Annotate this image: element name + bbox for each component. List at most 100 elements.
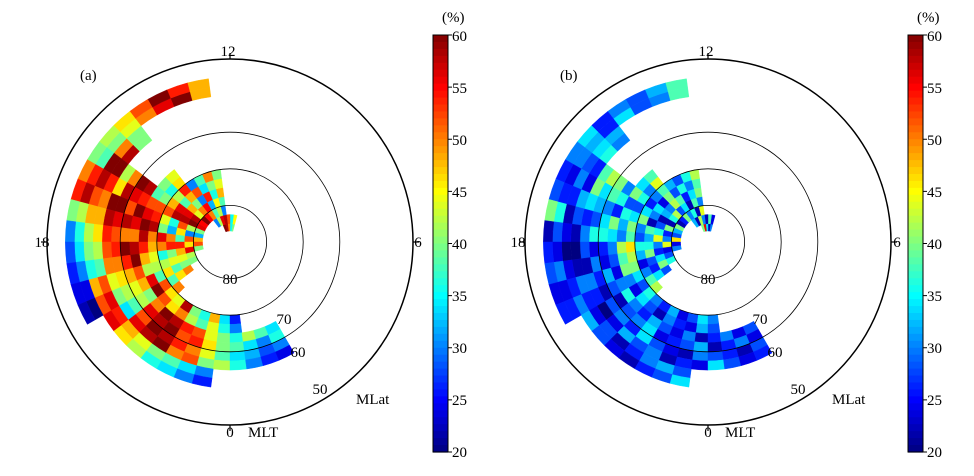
heatmap-cell (147, 231, 158, 243)
heatmap-cell (229, 350, 246, 362)
colorbar-segment (433, 285, 448, 293)
colorbar-segment (433, 201, 448, 210)
colorbar-segment (908, 354, 923, 363)
heatmap-cell (165, 241, 176, 251)
panel-b: (b) 12 6 0 18 80 70 60 50 MLat MLT (%) 6… (511, 10, 943, 461)
mlt-tick-label: 18 (35, 235, 50, 251)
colorbar-tick-label: 35 (927, 289, 942, 305)
heatmap-cell (597, 241, 609, 257)
mlt-tick-label: 6 (893, 235, 901, 251)
colorbar-segment (433, 396, 448, 404)
colorbar-segment (908, 285, 923, 293)
heatmap-cell (219, 314, 231, 325)
mlt-tick-marks (519, 53, 897, 431)
colorbar-segment (433, 215, 448, 224)
colorbar-tick-label: 25 (927, 393, 942, 409)
colorbar-segment (433, 194, 448, 203)
colorbar-segment (908, 62, 923, 71)
colorbar-segment (433, 76, 448, 85)
heatmap-cell (652, 234, 663, 243)
mlat-axis-label: MLat (356, 392, 390, 408)
heatmap-cell (616, 229, 627, 243)
heatmap-cell (156, 232, 167, 243)
colorbar-segment (433, 62, 448, 71)
heatmap-cell (616, 241, 627, 255)
colorbar-segment (433, 208, 448, 217)
colorbar-segment (433, 382, 448, 391)
colorbar-segment (908, 153, 923, 161)
heatmap-cell (625, 241, 636, 253)
colorbar-segment (908, 333, 923, 342)
panel-label: (b) (560, 68, 578, 84)
colorbar-segment (433, 69, 448, 78)
heatmap-cell (129, 228, 140, 243)
colorbar-segment (433, 229, 448, 238)
colorbar-segment (908, 368, 923, 377)
colorbar-segment (433, 222, 448, 231)
mlat-tick-label: 50 (791, 382, 806, 398)
colorbar-segment (433, 299, 448, 307)
heatmap-cell (634, 241, 645, 252)
heatmap-cell (215, 341, 231, 353)
colorbar-segment (908, 83, 923, 92)
heatmap-cell (579, 225, 591, 243)
mlat-tick-label: 80 (223, 272, 238, 288)
colorbar-tick-label: 55 (452, 81, 467, 97)
colorbar-segment (433, 167, 448, 175)
heatmap-cell (707, 359, 725, 371)
colorbar-segment (908, 306, 923, 314)
colorbar-segment (908, 250, 923, 258)
heatmap-cell (543, 241, 555, 264)
colorbar-segment (908, 389, 923, 397)
heatmap-cell (74, 241, 86, 263)
heatmap-cell (110, 241, 122, 258)
colorbar-tick-label: 50 (927, 133, 942, 149)
colorbar-tick-label: 25 (452, 393, 467, 409)
heatmap-cell (552, 221, 564, 243)
colorbar-gradient (433, 35, 448, 453)
heatmap-cell (65, 220, 77, 243)
colorbar-segment (433, 403, 448, 411)
heatmap-cell (65, 241, 77, 264)
colorbar-segment (908, 257, 923, 265)
colorbar-unit: (%) (442, 10, 465, 26)
heatmap-cell (625, 231, 636, 243)
colorbar-segment (433, 333, 448, 342)
colorbar-segment (908, 174, 923, 182)
colorbar-segment (433, 97, 448, 106)
heatmap-cell (552, 241, 564, 263)
colorbar-segment (908, 403, 923, 411)
colorbar-segment (908, 55, 923, 64)
colorbar-segment (908, 319, 923, 328)
colorbar-segment (908, 264, 923, 272)
heatmap-cell (707, 332, 722, 343)
colorbar-segment (908, 160, 923, 168)
heatmap-cell (597, 227, 609, 243)
heatmap-cell (561, 241, 573, 262)
colorbar-segment (433, 278, 448, 286)
latitude-ring (597, 131, 819, 353)
colorbar-segment (433, 313, 448, 321)
colorbar-segment (433, 389, 448, 397)
colorbar-segment (908, 361, 923, 370)
heatmap-cell (229, 314, 241, 325)
colorbar-segment (908, 194, 923, 203)
heatmap-cells (65, 78, 295, 388)
heatmap-cell (607, 241, 618, 256)
heatmap-cell (643, 233, 654, 243)
mlat-tick-label: 60 (768, 345, 783, 361)
latitude-ring (156, 168, 304, 316)
heatmap-cell (193, 245, 204, 252)
mlt-axis-label: MLT (248, 425, 278, 441)
mlat-tick-label: 70 (753, 312, 768, 328)
heatmap-cell (147, 241, 158, 253)
colorbar-segment (908, 445, 923, 453)
colorbar-segment (433, 125, 448, 133)
colorbar-segment (433, 264, 448, 272)
heatmap-cell (119, 227, 131, 243)
heatmap-cell (101, 225, 113, 243)
colorbar-segment (908, 347, 923, 356)
colorbar-tick-label: 50 (452, 133, 467, 149)
heatmap-cell (216, 332, 231, 343)
